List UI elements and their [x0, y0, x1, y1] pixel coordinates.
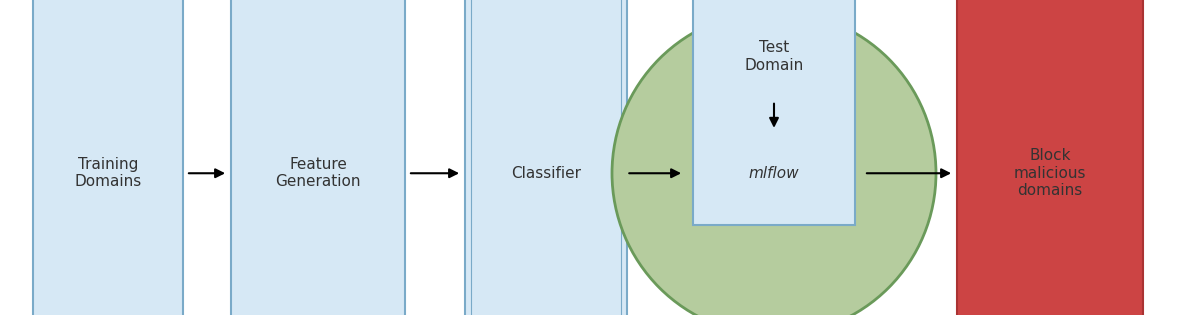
- Text: Classifier: Classifier: [511, 166, 581, 181]
- Text: Feature
Generation: Feature Generation: [275, 157, 361, 189]
- Text: Training
Domains: Training Domains: [74, 157, 142, 189]
- Ellipse shape: [612, 11, 936, 315]
- FancyBboxPatch shape: [230, 0, 406, 315]
- FancyBboxPatch shape: [466, 0, 628, 315]
- FancyBboxPatch shape: [694, 0, 854, 225]
- FancyBboxPatch shape: [958, 0, 1142, 315]
- Text: mlflow: mlflow: [749, 166, 799, 181]
- FancyBboxPatch shape: [32, 0, 182, 315]
- Text: Block
malicious
domains: Block malicious domains: [1014, 148, 1086, 198]
- Text: Test
Domain: Test Domain: [744, 41, 804, 73]
